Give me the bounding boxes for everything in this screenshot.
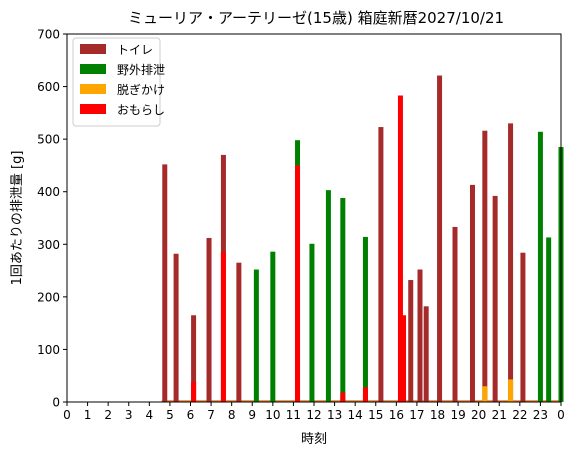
bar-おもらし-4 — [362, 387, 368, 402]
x-tick-label: 18 — [430, 408, 445, 422]
bar-トイレ-2 — [191, 315, 197, 402]
bar-トイレ-15 — [508, 123, 514, 403]
bar-おもらし-3 — [340, 392, 346, 402]
x-tick-label: 12 — [306, 408, 321, 422]
x-tick-label: 16 — [389, 408, 404, 422]
legend-swatch — [80, 64, 106, 74]
x-tick-label: 0 — [63, 408, 71, 422]
legend-swatch — [80, 44, 106, 54]
bar-トイレ-12 — [469, 184, 475, 402]
bar-脱ぎかけ-1 — [508, 379, 514, 402]
x-tick-label: 3 — [125, 408, 133, 422]
x-tick-label: 20 — [471, 408, 486, 422]
y-tick-label: 0 — [52, 396, 60, 410]
x-tick-label: 0 — [557, 408, 565, 422]
bar-トイレ-7 — [408, 280, 414, 402]
x-tick-label: 17 — [409, 408, 424, 422]
x-axis-label: 時刻 — [301, 432, 327, 447]
x-tick-label: 22 — [512, 408, 527, 422]
x-tick-label: 5 — [166, 408, 174, 422]
bar-野外排泄-1 — [270, 251, 276, 402]
y-axis: 0 100 200 300 400 500 600 700 — [37, 28, 67, 410]
bar-トイレ-14 — [492, 195, 498, 402]
x-tick-label: 4 — [146, 408, 154, 422]
bar-トイレ-1 — [173, 253, 179, 402]
x-axis: 0 1 2 3 4 5 6 7 8 9 10 11 12 13 14 15 16 17 18 19 20 21 22 23 0 — [63, 402, 565, 422]
bar-トイレ-8 — [417, 269, 423, 402]
bar-トイレ-10 — [437, 75, 443, 402]
legend-label: 野外排泄 — [117, 63, 165, 77]
bar-おもらし-0 — [191, 382, 197, 402]
y-tick-label: 400 — [37, 185, 60, 199]
x-tick-label: 8 — [228, 408, 236, 422]
bar-おもらし-6 — [401, 315, 407, 402]
bar-野外排泄-6 — [362, 236, 368, 402]
bar-トイレ-16 — [520, 252, 526, 402]
bar-おもらし-2 — [295, 165, 301, 402]
bar-トイレ-3 — [206, 237, 212, 402]
bar-トイレ-11 — [452, 226, 458, 402]
bar-野外排泄-7 — [537, 131, 543, 402]
x-tick-label: 13 — [327, 408, 342, 422]
legend-swatch — [80, 84, 106, 94]
x-tick-label: 14 — [348, 408, 363, 422]
bar-脱ぎかけ-0 — [482, 386, 488, 402]
bar-野外排泄-4 — [325, 190, 331, 402]
x-tick-label: 10 — [265, 408, 280, 422]
legend-label: おもらし — [117, 103, 165, 117]
legend-label: トイレ — [117, 43, 153, 57]
bar-野外排泄-8 — [546, 237, 552, 402]
x-tick-label: 23 — [533, 408, 548, 422]
bar-野外排泄-5 — [340, 198, 346, 402]
bar-おもらし-1 — [220, 252, 226, 402]
legend-label: 脱ぎかけ — [117, 82, 165, 97]
x-tick-label: 19 — [450, 408, 465, 422]
bar-トイレ-6 — [378, 127, 384, 403]
bar-野外排泄-0 — [253, 269, 259, 402]
legend-swatch — [80, 104, 106, 114]
x-tick-label: 6 — [187, 408, 195, 422]
bar-トイレ-13 — [482, 130, 488, 403]
x-tick-label: 21 — [492, 408, 507, 422]
x-tick-label: 11 — [286, 408, 301, 422]
x-tick-label: 1 — [84, 408, 92, 422]
y-tick-label: 500 — [37, 133, 60, 147]
x-tick-label: 9 — [248, 408, 256, 422]
x-tick-label: 15 — [368, 408, 383, 422]
y-tick-label: 300 — [37, 238, 60, 252]
bar-野外排泄-3 — [309, 243, 315, 402]
y-axis-label: 1回あたりの排泄量 [g] — [10, 151, 25, 286]
y-tick-label: 100 — [37, 343, 60, 357]
x-tick-label: 7 — [207, 408, 215, 422]
chart-title: ミューリア・アーテリーゼ(15歳) 箱庭新暦2027/10/21 — [128, 9, 504, 27]
x-tick-label: 2 — [104, 408, 112, 422]
bar-トイレ-9 — [423, 306, 429, 402]
y-tick-label: 200 — [37, 290, 60, 304]
bar-トイレ-0 — [162, 164, 168, 402]
bar-おもらし-5 — [397, 95, 403, 402]
bar-トイレ-5 — [236, 262, 242, 402]
y-tick-label: 600 — [37, 80, 60, 94]
y-tick-label: 700 — [37, 28, 60, 42]
